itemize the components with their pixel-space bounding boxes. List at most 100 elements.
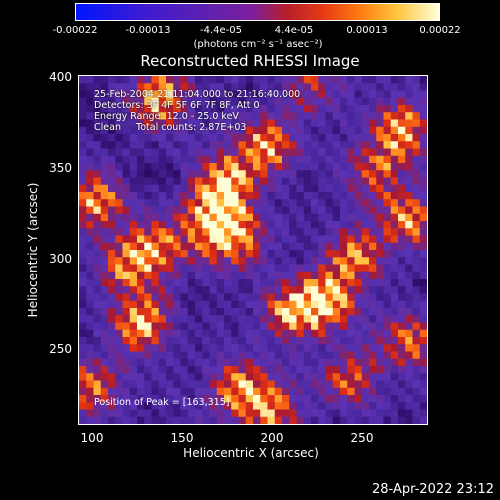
image-pixel	[187, 83, 196, 91]
image-pixel	[93, 387, 102, 396]
image-pixel	[325, 119, 334, 128]
image-pixel	[100, 163, 109, 171]
image-pixel	[412, 206, 421, 215]
image-pixel	[318, 300, 326, 309]
image-pixel	[224, 250, 232, 258]
image-pixel	[216, 76, 225, 84]
image-pixel	[347, 155, 355, 164]
image-pixel	[253, 177, 261, 186]
image-pixel	[195, 409, 203, 418]
image-pixel	[347, 351, 355, 360]
image-pixel	[318, 250, 326, 258]
image-pixel	[158, 329, 167, 338]
image-pixel	[412, 177, 421, 186]
image-pixel	[376, 344, 384, 352]
image-pixel	[419, 242, 427, 251]
image-pixel	[216, 155, 225, 164]
image-pixel	[238, 119, 247, 128]
image-pixel	[274, 329, 283, 338]
image-pixel	[137, 315, 145, 323]
image-pixel	[369, 228, 377, 236]
image-pixel	[253, 192, 261, 200]
image-pixel	[267, 387, 276, 396]
image-pixel	[332, 213, 341, 222]
image-pixel	[245, 387, 254, 396]
image-pixel	[405, 351, 413, 360]
image-pixel	[166, 97, 174, 106]
image-pixel	[115, 126, 123, 135]
image-pixel	[289, 192, 297, 200]
image-pixel	[398, 286, 406, 294]
image-pixel	[216, 83, 225, 91]
image-pixel	[325, 329, 334, 338]
image-pixel	[144, 337, 152, 345]
image-pixel	[412, 213, 421, 222]
image-pixel	[129, 134, 138, 142]
image-pixel	[332, 308, 341, 316]
image-pixel	[318, 380, 326, 389]
image-pixel	[137, 293, 145, 302]
image-pixel	[361, 126, 370, 135]
image-pixel	[318, 192, 326, 200]
image-pixel	[245, 105, 254, 113]
image-pixel	[129, 213, 138, 222]
image-pixel	[173, 257, 181, 265]
image-pixel	[325, 387, 334, 396]
image-pixel	[296, 308, 305, 316]
image-pixel	[274, 395, 283, 403]
image-pixel	[122, 351, 131, 360]
image-pixel	[137, 235, 145, 244]
image-pixel	[115, 300, 123, 309]
image-pixel	[195, 228, 203, 236]
image-pixel	[296, 90, 305, 99]
image-pixel	[354, 221, 363, 229]
image-pixel	[361, 97, 370, 106]
image-pixel	[332, 366, 341, 374]
image-pixel	[340, 300, 348, 309]
image-pixel	[93, 293, 102, 302]
image-pixel	[282, 170, 290, 178]
image-pixel	[260, 170, 268, 178]
image-pixel	[274, 141, 283, 149]
image-pixel	[202, 76, 210, 84]
image-pixel	[325, 76, 334, 84]
image-pixel	[108, 264, 116, 273]
image-pixel	[369, 380, 377, 389]
image-pixel	[137, 134, 145, 142]
image-pixel	[209, 257, 218, 265]
image-pixel	[303, 235, 312, 244]
image-pixel	[340, 90, 348, 99]
image-pixel	[231, 177, 239, 186]
image-pixel	[224, 387, 232, 396]
image-pixel	[209, 177, 218, 186]
image-pixel	[151, 199, 160, 207]
image-pixel	[383, 308, 392, 316]
image-pixel	[231, 279, 239, 287]
image-pixel	[296, 105, 305, 113]
image-pixel	[180, 83, 189, 91]
image-pixel	[303, 184, 312, 193]
image-pixel	[195, 112, 203, 120]
image-pixel	[296, 126, 305, 135]
image-pixel	[325, 373, 334, 381]
image-pixel	[79, 228, 87, 236]
image-pixel	[238, 184, 247, 193]
image-pixel	[224, 119, 232, 128]
image-pixel	[267, 250, 276, 258]
image-pixel	[245, 206, 254, 215]
image-pixel	[129, 97, 138, 106]
image-pixel	[187, 257, 196, 265]
image-pixel	[216, 366, 225, 374]
image-pixel	[296, 184, 305, 193]
image-pixel	[296, 112, 305, 120]
image-pixel	[303, 163, 312, 171]
image-pixel	[347, 279, 355, 287]
image-pixel	[282, 409, 290, 418]
image-pixel	[173, 213, 181, 222]
image-pixel	[282, 271, 290, 280]
image-pixel	[274, 337, 283, 345]
image-pixel	[289, 300, 297, 309]
image-pixel	[195, 155, 203, 164]
image-pixel	[151, 402, 160, 410]
image-pixel	[296, 206, 305, 215]
